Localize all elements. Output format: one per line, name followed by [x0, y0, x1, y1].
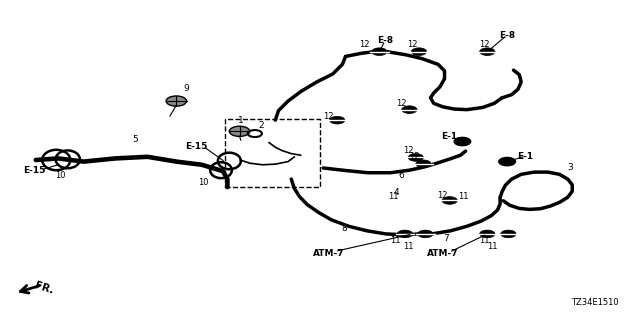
Text: 6: 6: [398, 172, 404, 180]
Circle shape: [418, 230, 433, 238]
Text: 3: 3: [568, 164, 573, 172]
Text: 11: 11: [458, 192, 469, 201]
Text: 12: 12: [437, 190, 448, 200]
Text: 7: 7: [444, 234, 449, 243]
Text: 12: 12: [323, 112, 333, 121]
Circle shape: [402, 106, 417, 114]
Text: 11: 11: [388, 192, 399, 201]
Circle shape: [500, 230, 516, 238]
Text: 9: 9: [183, 84, 189, 93]
Text: E-15: E-15: [22, 166, 45, 175]
Text: 12: 12: [409, 152, 420, 161]
Text: 12: 12: [397, 99, 407, 108]
Text: 8: 8: [341, 224, 347, 233]
Circle shape: [454, 137, 470, 146]
Text: 4: 4: [394, 188, 399, 197]
Text: 11: 11: [487, 242, 498, 251]
Text: 10: 10: [198, 179, 209, 188]
Text: 5: 5: [132, 135, 138, 144]
Text: ATM-7: ATM-7: [427, 250, 458, 259]
Text: 11: 11: [390, 236, 401, 245]
Text: E-8: E-8: [499, 31, 515, 40]
Circle shape: [499, 157, 515, 166]
Text: 12: 12: [403, 146, 413, 155]
Text: E-8: E-8: [377, 36, 393, 45]
Text: TZ34E1510: TZ34E1510: [572, 298, 619, 307]
Text: 11: 11: [479, 236, 490, 245]
Circle shape: [442, 197, 458, 204]
Circle shape: [372, 48, 387, 55]
Text: 12: 12: [479, 40, 490, 49]
Circle shape: [408, 154, 424, 161]
Text: 11: 11: [403, 242, 413, 251]
Text: 2: 2: [259, 121, 264, 130]
Text: 1: 1: [238, 116, 244, 125]
Text: E-1: E-1: [441, 132, 457, 141]
Text: E-15: E-15: [186, 142, 208, 151]
Text: 12: 12: [360, 40, 370, 49]
Circle shape: [479, 48, 495, 55]
Circle shape: [479, 230, 495, 238]
Circle shape: [229, 126, 250, 136]
Circle shape: [166, 96, 186, 106]
Text: 12: 12: [406, 40, 417, 49]
Circle shape: [416, 160, 431, 168]
Circle shape: [397, 230, 413, 238]
Text: ATM-7: ATM-7: [312, 249, 344, 258]
Text: 10: 10: [55, 171, 65, 180]
Circle shape: [330, 116, 345, 124]
Circle shape: [412, 48, 427, 55]
Text: FR.: FR.: [33, 281, 55, 296]
Text: E-1: E-1: [518, 152, 534, 161]
